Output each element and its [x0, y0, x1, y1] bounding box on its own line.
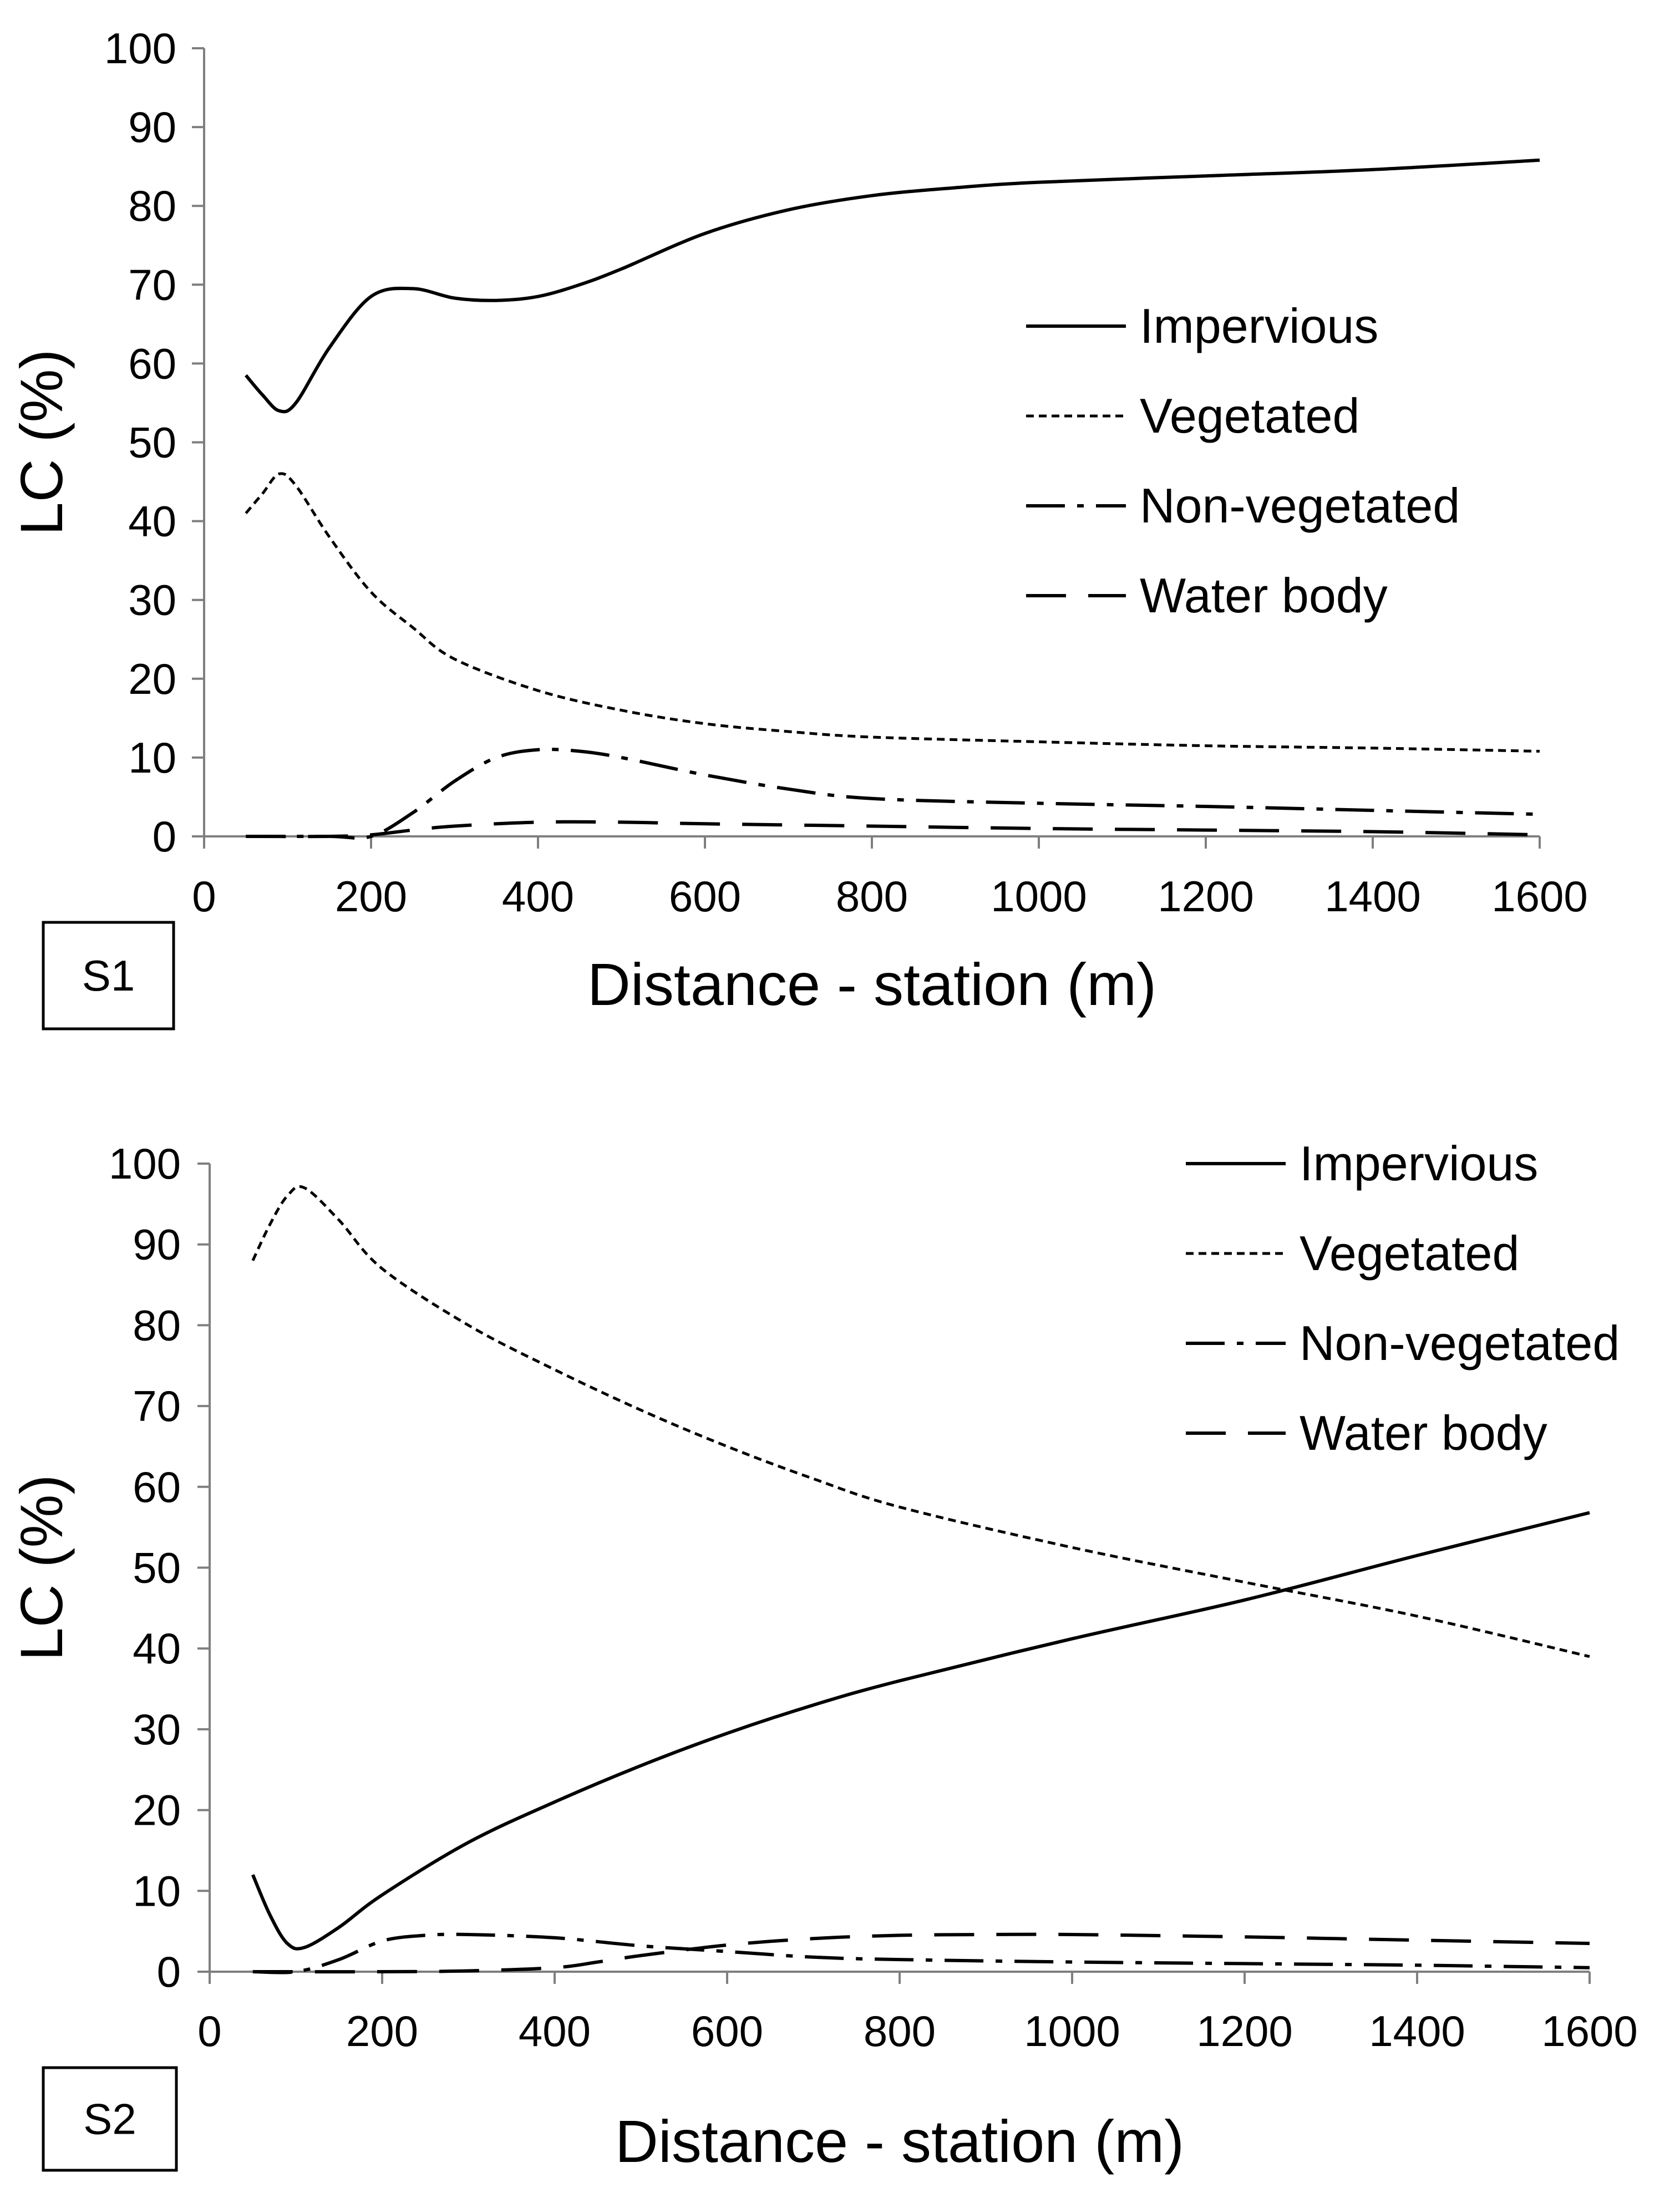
y-tick-label: 30: [128, 576, 176, 625]
series-line-water-body: [246, 820, 1540, 839]
y-tick-label: 10: [133, 1866, 181, 1915]
y-tick-label: 50: [128, 418, 176, 467]
y-tick-label: 40: [128, 497, 176, 546]
legend-label: Vegetated: [1140, 388, 1359, 443]
x-tick-label: 1600: [1541, 2007, 1638, 2055]
y-tick-label: 100: [104, 24, 176, 73]
y-tick-label: 40: [133, 1624, 181, 1673]
y-axis-title: LC (%): [8, 349, 75, 535]
y-tick-label: 80: [133, 1301, 181, 1349]
series-line-vegetated: [251, 1185, 1590, 1658]
y-tick-label: 100: [109, 1139, 181, 1188]
series-line-impervious: [251, 1511, 1590, 1951]
y-tick-label: 0: [157, 1947, 181, 1996]
legend-label: Non-vegetated: [1300, 1316, 1620, 1370]
panel-tag-label: S1: [82, 951, 135, 1000]
x-tick-label: 1000: [991, 872, 1087, 921]
legend-label: Impervious: [1300, 1136, 1538, 1191]
legend-label: Water body: [1140, 568, 1388, 623]
legend-label: Non-vegetated: [1140, 478, 1460, 533]
panel-tag-box: [42, 921, 175, 1030]
x-tick-label: 0: [192, 872, 216, 921]
x-tick-label: 400: [502, 872, 574, 921]
y-tick-label: 10: [128, 733, 176, 782]
series-line-impervious: [245, 158, 1540, 414]
x-tick-label: 1400: [1369, 2007, 1465, 2055]
y-axis-title: LC (%): [8, 1474, 75, 1661]
legend: Impervious Vegetated Non-vegetated Water bo…: [1186, 1136, 1620, 1460]
x-tick-label: 800: [864, 2007, 936, 2055]
x-tick-label: 800: [836, 872, 908, 921]
x-axis-title: Distance - station (m): [615, 2108, 1184, 2175]
x-tick-label: 600: [669, 872, 741, 921]
y-tick-label: 0: [153, 812, 176, 861]
series-line-vegetated: [245, 472, 1540, 753]
panel-tag-label: S2: [83, 2095, 136, 2144]
x-tick-label: 200: [346, 2007, 418, 2055]
y-tick-label: 20: [128, 654, 176, 703]
x-tick-label: 1400: [1324, 872, 1421, 921]
x-tick-label: 400: [519, 2007, 591, 2055]
x-tick-label: 1200: [1158, 872, 1254, 921]
x-tick-label: 600: [691, 2007, 763, 2055]
y-tick-label: 50: [133, 1544, 181, 1592]
legend-label: Impervious: [1140, 298, 1378, 353]
panel-tag-box: [42, 2066, 178, 2172]
y-tick-label: 80: [128, 181, 176, 230]
x-tick-label: 1000: [1024, 2007, 1120, 2055]
y-tick-label: 70: [133, 1382, 181, 1430]
y-tick-label: 70: [128, 260, 176, 309]
x-tick-label: 1600: [1491, 872, 1588, 921]
y-tick-label: 90: [133, 1220, 181, 1269]
x-axis-title: Distance - station (m): [587, 951, 1156, 1018]
series-line-non-vegetated: [246, 748, 1540, 840]
x-tick-label: 1200: [1196, 2007, 1293, 2055]
series-line-non-vegetated: [252, 1932, 1590, 1974]
y-tick-label: 30: [133, 1705, 181, 1754]
x-tick-label: 200: [335, 872, 407, 921]
x-tick-label: 0: [197, 2007, 221, 2055]
legend-label: Vegetated: [1300, 1226, 1519, 1281]
y-tick-label: 60: [133, 1463, 181, 1511]
legend-label: Water body: [1300, 1405, 1547, 1460]
series-line-water-body: [252, 1932, 1590, 1974]
y-tick-label: 20: [133, 1786, 181, 1835]
y-tick-label: 90: [128, 103, 176, 151]
legend: Impervious Vegetated Non-vegetated Water bo…: [1026, 298, 1460, 623]
y-tick-label: 60: [128, 339, 176, 388]
